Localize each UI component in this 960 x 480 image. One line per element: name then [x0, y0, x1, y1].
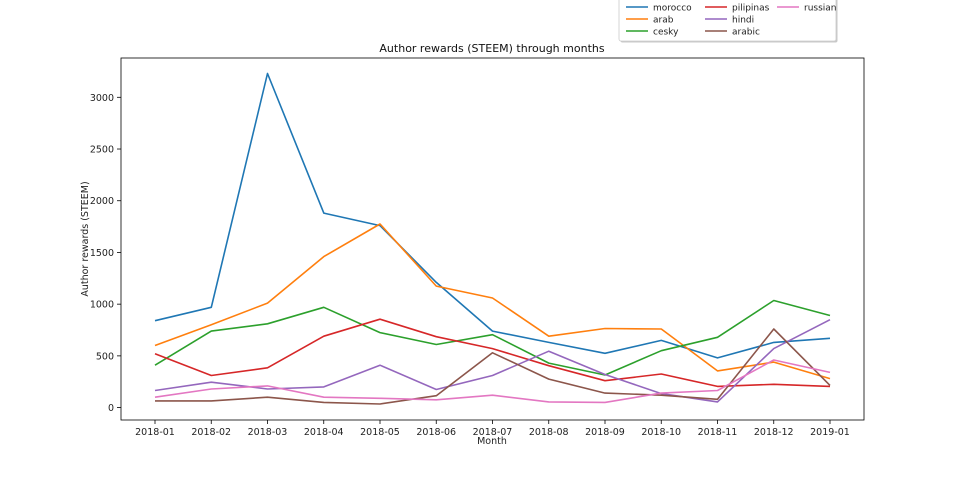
x-tick-label: 2018-02 [191, 427, 231, 438]
x-tick-label: 2018-12 [754, 427, 794, 438]
legend-box [618, 0, 837, 42]
x-tick-label: 2019-01 [810, 427, 850, 438]
legend-label-arabic: arabic [732, 27, 760, 37]
y-tick-label: 3000 [90, 93, 114, 104]
legend-label-cesky: cesky [653, 27, 679, 37]
x-tick-label: 2018-11 [698, 427, 738, 438]
legend-label-pilipinas: pilipinas [732, 3, 770, 13]
chart-title: Author rewards (STEEM) through months [379, 42, 604, 55]
y-tick-label: 0 [108, 403, 114, 414]
y-tick-label: 2000 [90, 196, 114, 207]
x-tick-label: 2018-07 [473, 427, 513, 438]
x-tick-label: 2018-03 [248, 427, 288, 438]
series-line-hindi [154, 318, 831, 403]
legend-label-arab: arab [653, 15, 674, 25]
x-tick-label: 2018-05 [360, 427, 400, 438]
series-line-arabic [155, 328, 831, 405]
series-line-morocco [154, 72, 831, 359]
series-line-cesky [154, 299, 831, 376]
x-tick-label: 2018-06 [416, 427, 456, 438]
series-line-russian [154, 359, 831, 404]
y-tick-label: 2500 [90, 145, 114, 156]
plot-area: 0 500 1000 1500 2000 2500 3000 2018-01 2018-02 20… [90, 57, 865, 438]
legend: morocco arab cesky pilipinas hindi arabic russ… [618, 0, 838, 43]
x-tick-label: 2018-04 [304, 427, 344, 438]
y-tick-label: 1500 [90, 248, 114, 259]
legend-label-russian: russian [804, 3, 837, 13]
x-tick-label: 2018-01 [135, 427, 175, 438]
x-tick-label: 2018-09 [585, 427, 625, 438]
series-line-arab [154, 223, 831, 380]
series-line-pilipinas [154, 318, 831, 388]
x-axis-label: Month [477, 436, 507, 447]
y-axis-label: Author rewards (STEEM) [80, 181, 91, 296]
y-tick-label: 500 [96, 351, 114, 362]
legend-label-hindi: hindi [732, 15, 754, 25]
y-tick-label: 1000 [90, 300, 114, 311]
legend-label-morocco: morocco [653, 3, 692, 13]
x-tick-label: 2018-08 [529, 427, 569, 438]
x-tick-label: 2018-10 [641, 427, 681, 438]
